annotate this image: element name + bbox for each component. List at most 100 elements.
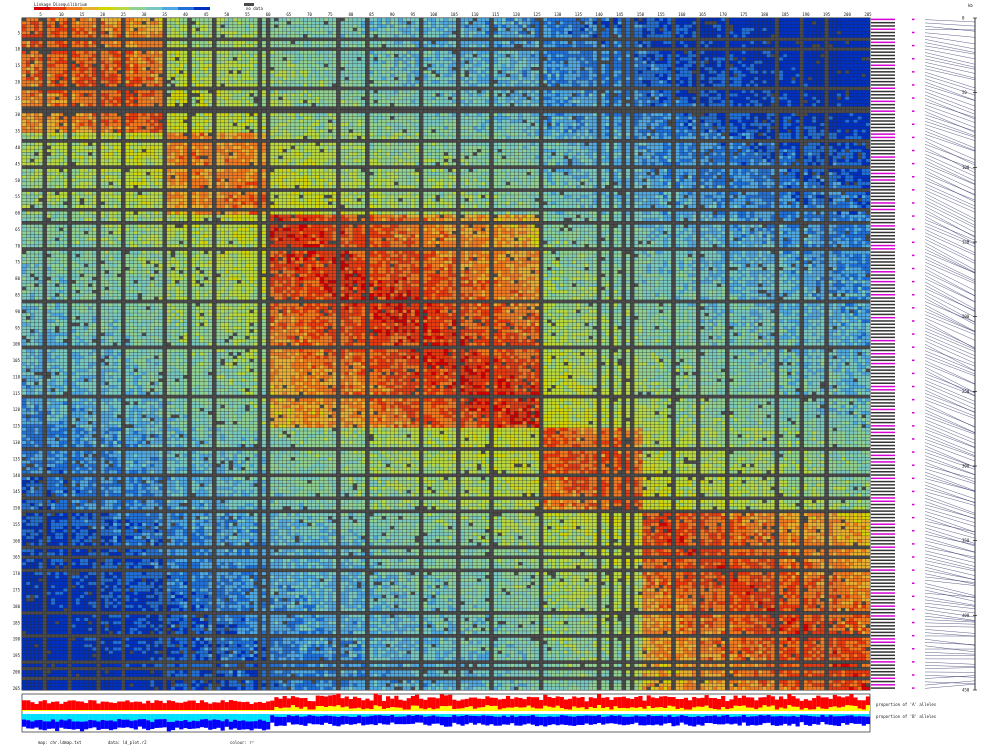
heatmap-cell (494, 34, 498, 37)
heatmap-cell (324, 54, 328, 57)
heatmap-cell (663, 31, 667, 34)
heatmap-cell (270, 54, 274, 57)
heatmap-cell (568, 28, 572, 31)
heatmap-cell (779, 51, 783, 54)
heatmap-cell (221, 28, 225, 31)
heatmap-cell (754, 25, 758, 28)
heatmap-cell (791, 34, 795, 37)
heatmap-cell (671, 34, 675, 37)
heatmap-cell (576, 28, 580, 31)
heatmap-cell (510, 48, 514, 51)
heatmap-cell (469, 41, 473, 44)
heatmap-cell (303, 21, 307, 24)
heatmap-cell (593, 41, 597, 44)
heatmap-cell (84, 54, 88, 57)
heatmap-cell (159, 18, 163, 21)
heatmap-cell (460, 48, 464, 51)
heatmap-cell (853, 48, 857, 51)
heatmap-cell (43, 54, 47, 57)
heatmap-cell (568, 21, 572, 24)
heatmap-cell (361, 21, 365, 24)
heatmap-cell (812, 44, 816, 47)
heatmap-cell (754, 44, 758, 47)
heatmap-cell (721, 21, 725, 24)
heatmap-cell (791, 28, 795, 31)
heatmap-cell (796, 48, 800, 51)
heatmap-cell (820, 31, 824, 34)
heatmap-cell (378, 51, 382, 54)
heatmap-cell (254, 38, 258, 41)
heatmap-cell (477, 31, 481, 34)
heatmap-cell (531, 21, 535, 24)
heatmap-cell (403, 18, 407, 21)
heatmap-cell (866, 51, 870, 54)
heatmap-cell (183, 31, 187, 34)
heatmap-cell (365, 28, 369, 31)
heatmap-cell (696, 34, 700, 37)
heatmap-cell (523, 31, 527, 34)
heatmap-cell (655, 48, 659, 51)
heatmap-cell (539, 51, 543, 54)
heatmap-cell (390, 18, 394, 21)
heatmap-cell (55, 21, 59, 24)
heatmap-cell (754, 48, 758, 51)
heatmap-cell (779, 41, 783, 44)
heatmap-cell (709, 41, 713, 44)
heatmap-cell (138, 41, 142, 44)
heatmap-cell (316, 34, 320, 37)
heatmap-cell (444, 34, 448, 37)
heatmap-cell (477, 44, 481, 47)
heatmap-cell (212, 48, 216, 51)
heatmap-cell (411, 21, 415, 24)
heatmap-cell (407, 38, 411, 41)
heatmap-cell (163, 25, 167, 28)
heatmap-cell (804, 44, 808, 47)
heatmap-cell (216, 28, 220, 31)
heatmap-cell (742, 51, 746, 54)
heatmap-cell (394, 51, 398, 54)
heatmap-cell (866, 31, 870, 34)
heatmap-cell (312, 25, 316, 28)
heatmap-cell (407, 25, 411, 28)
heatmap-cell (630, 41, 634, 44)
heatmap-cell (171, 25, 175, 28)
heatmap-cell (336, 54, 340, 57)
heatmap-cell (63, 25, 67, 28)
heatmap-cell (771, 28, 775, 31)
heatmap-cell (76, 54, 80, 57)
heatmap-cell (291, 41, 295, 44)
heatmap-cell (121, 34, 125, 37)
heatmap-cell (638, 31, 642, 34)
heatmap-cell (638, 28, 642, 31)
heatmap-cell (473, 31, 477, 34)
heatmap-cell (448, 31, 452, 34)
heatmap-cell (560, 48, 564, 51)
heatmap-cell (328, 41, 332, 44)
heatmap-cell (175, 21, 179, 24)
heatmap-cell (357, 44, 361, 47)
heatmap-cell (283, 44, 287, 47)
heatmap-cell (163, 41, 167, 44)
heatmap-cell (39, 38, 43, 41)
heatmap-cell (130, 28, 134, 31)
heatmap-cell (307, 18, 311, 21)
heatmap-cell (154, 38, 158, 41)
heatmap-cell (833, 31, 837, 34)
heatmap-cell (572, 41, 576, 44)
heatmap-cell (369, 44, 373, 47)
heatmap-cell (278, 54, 282, 57)
heatmap-cell (808, 48, 812, 51)
heatmap-cell (568, 48, 572, 51)
heatmap-cell (287, 21, 291, 24)
heatmap-cell (374, 18, 378, 21)
heatmap-cell (750, 25, 754, 28)
heatmap-cell (167, 54, 171, 57)
heatmap-cell (374, 28, 378, 31)
heatmap-cell (59, 51, 63, 54)
heatmap-cell (609, 18, 613, 21)
heatmap-cell (415, 51, 419, 54)
heatmap-cell (34, 34, 38, 37)
heatmap-cell (39, 34, 43, 37)
heatmap-cell (299, 54, 303, 57)
heatmap-cell (55, 28, 59, 31)
